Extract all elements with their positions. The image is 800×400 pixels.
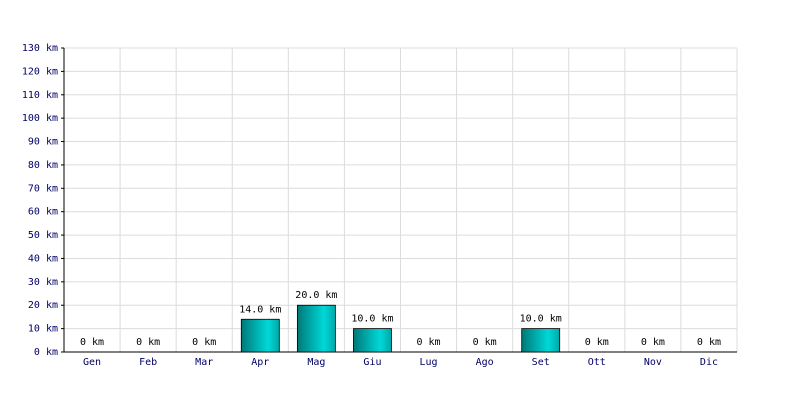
y-tick-label: 60 km	[28, 207, 58, 218]
bar	[521, 328, 561, 353]
x-tick-label: Nov	[644, 357, 662, 368]
x-tick-label: Ago	[476, 357, 494, 368]
bar	[353, 328, 392, 353]
y-tick-label: 110 km	[22, 90, 58, 101]
x-tick-label: Feb	[139, 357, 157, 368]
value-label: 0 km	[136, 337, 160, 348]
y-tick-label: 30 km	[28, 277, 58, 288]
y-tick-label: 70 km	[28, 183, 58, 194]
x-tick-label: Gen	[83, 357, 101, 368]
value-label: 20.0 km	[295, 290, 337, 301]
x-tick-label: Dic	[700, 357, 718, 368]
y-tick-label: 90 km	[28, 137, 58, 148]
value-label: 0 km	[585, 337, 609, 348]
y-tick-label: 50 km	[28, 230, 58, 241]
x-tick-label: Lug	[420, 357, 438, 368]
x-tick-label: Apr	[251, 357, 269, 368]
y-tick-label: 10 km	[28, 324, 58, 335]
value-label: 10.0 km	[351, 314, 393, 325]
y-tick-label: 120 km	[22, 66, 58, 77]
y-tick-label: 40 km	[28, 253, 58, 264]
x-tick-label: Mar	[195, 357, 213, 368]
y-tick-label: 0 km	[34, 347, 58, 358]
y-tick-label: 20 km	[28, 300, 58, 311]
x-tick-label: Giu	[363, 357, 381, 368]
x-tick-label: Set	[532, 357, 550, 368]
y-tick-label: 130 km	[22, 43, 58, 54]
value-label: 0 km	[473, 337, 497, 348]
value-label: 14.0 km	[239, 304, 281, 315]
value-label: 10.0 km	[520, 314, 562, 325]
x-tick-label: Mag	[307, 357, 325, 368]
y-tick-label: 100 km	[22, 113, 58, 124]
value-label: 0 km	[697, 337, 721, 348]
bar	[240, 318, 280, 353]
value-label: 0 km	[80, 337, 104, 348]
value-label: 0 km	[416, 337, 440, 348]
x-tick-label: Ott	[588, 357, 606, 368]
y-tick-label: 80 km	[28, 160, 58, 171]
value-label: 0 km	[192, 337, 216, 348]
value-label: 0 km	[641, 337, 665, 348]
bar	[296, 304, 336, 353]
